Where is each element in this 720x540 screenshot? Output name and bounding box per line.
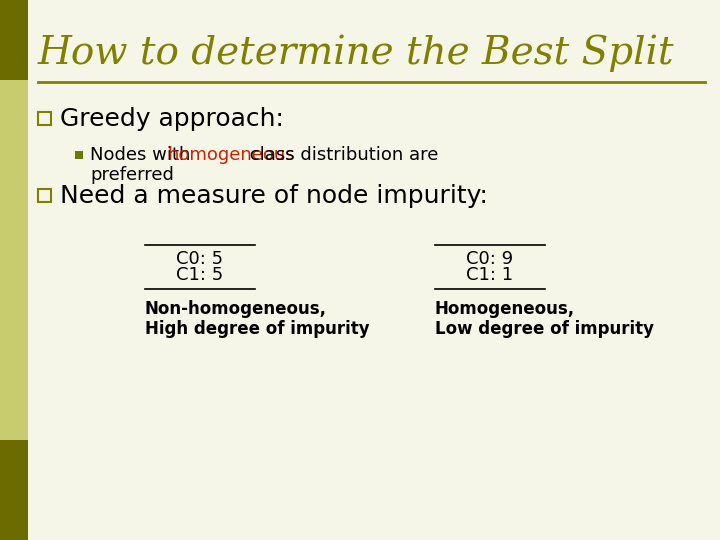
Bar bbox=[0, 80, 28, 440]
Text: Nodes with: Nodes with bbox=[90, 146, 196, 164]
Text: C1: 1: C1: 1 bbox=[467, 266, 513, 284]
Text: Low degree of impurity: Low degree of impurity bbox=[435, 320, 654, 338]
Text: How to determine the Best Split: How to determine the Best Split bbox=[38, 35, 675, 72]
Text: Homogeneous,: Homogeneous, bbox=[435, 300, 575, 318]
Text: C0: 9: C0: 9 bbox=[467, 250, 513, 268]
Text: High degree of impurity: High degree of impurity bbox=[145, 320, 369, 338]
Bar bbox=[38, 189, 51, 202]
Text: C1: 5: C1: 5 bbox=[176, 266, 224, 284]
Bar bbox=[38, 112, 51, 125]
Bar bbox=[0, 0, 28, 80]
Text: preferred: preferred bbox=[90, 166, 174, 184]
Text: class distribution are: class distribution are bbox=[244, 146, 438, 164]
Text: C0: 5: C0: 5 bbox=[176, 250, 224, 268]
Text: homogeneous: homogeneous bbox=[167, 146, 294, 164]
Text: Greedy approach:: Greedy approach: bbox=[60, 107, 284, 131]
Text: Need a measure of node impurity:: Need a measure of node impurity: bbox=[60, 184, 488, 208]
Text: Non-homogeneous,: Non-homogeneous, bbox=[145, 300, 327, 318]
Bar bbox=[0, 440, 28, 540]
Bar bbox=[75, 151, 83, 159]
